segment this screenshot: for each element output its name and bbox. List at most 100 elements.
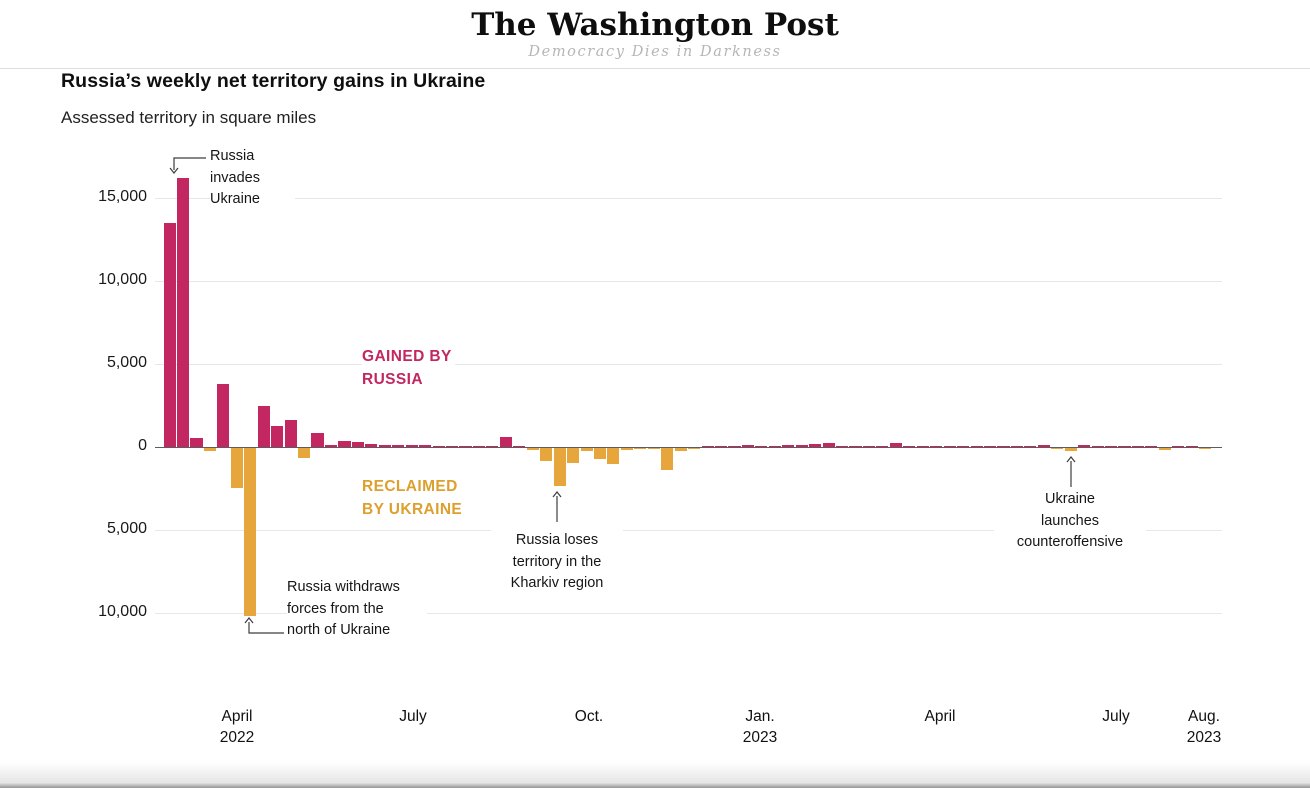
bar-gained-by-russia	[983, 446, 997, 447]
x-axis-tick-label: July	[399, 708, 427, 725]
bar-reclaimed-by-ukraine	[661, 448, 674, 470]
x-axis-tick-label: Oct.	[574, 708, 604, 725]
bar-gained-by-russia	[795, 445, 808, 447]
bar-gained-by-russia	[472, 446, 485, 447]
bar-gained-by-russia	[190, 437, 203, 447]
bar-gained-by-russia	[365, 443, 378, 447]
bar-reclaimed-by-ukraine	[674, 448, 687, 451]
bar-gained-by-russia	[849, 446, 862, 447]
bar-gained-by-russia	[445, 445, 459, 447]
bar-gained-by-russia	[714, 446, 728, 447]
bar-gained-by-russia	[217, 383, 230, 447]
bar-gained-by-russia	[378, 445, 391, 447]
gridline	[155, 364, 1222, 365]
bar-gained-by-russia	[728, 445, 741, 447]
annotation-line	[173, 157, 206, 170]
gridline	[155, 281, 1222, 282]
bar-gained-by-russia	[997, 446, 1010, 447]
masthead-tagline: Democracy Dies in Darkness	[528, 44, 782, 60]
bar-reclaimed-by-ukraine	[553, 448, 566, 487]
bar-reclaimed-by-ukraine	[647, 448, 660, 450]
bar-reclaimed-by-ukraine	[620, 448, 633, 450]
bar-reclaimed-by-ukraine	[1199, 448, 1212, 449]
bar-reclaimed-by-ukraine	[580, 448, 593, 451]
y-axis-tick-label: 10,000	[98, 603, 147, 620]
bar-reclaimed-by-ukraine	[540, 448, 553, 462]
gridline	[155, 198, 1222, 199]
bar-reclaimed-by-ukraine	[1051, 448, 1064, 449]
x-axis-tick-label: Aug. 2023	[1186, 708, 1222, 746]
bar-gained-by-russia	[836, 445, 849, 447]
annotation-withdraw: Russia withdraws forces from the north o…	[287, 577, 427, 642]
bar-gained-by-russia	[1037, 445, 1050, 447]
gridline	[155, 530, 1222, 531]
bar-gained-by-russia	[1185, 446, 1198, 447]
legend-gained-by-russia: GAINED BY RUSSIA	[362, 345, 455, 391]
bar-reclaimed-by-ukraine	[230, 448, 243, 488]
bar-reclaimed-by-ukraine	[634, 448, 647, 449]
bar-gained-by-russia	[741, 444, 755, 447]
x-axis-tick-label: Jan. 2023	[742, 708, 778, 746]
y-axis-tick-label: 10,000	[98, 271, 147, 288]
bar-gained-by-russia	[324, 445, 338, 447]
bar-reclaimed-by-ukraine	[244, 448, 257, 616]
bar-gained-by-russia	[486, 446, 499, 447]
bar-reclaimed-by-ukraine	[526, 448, 539, 450]
bar-gained-by-russia	[257, 406, 270, 447]
bar-gained-by-russia	[163, 222, 176, 447]
bar-gained-by-russia	[311, 432, 324, 447]
bar-reclaimed-by-ukraine	[203, 448, 216, 451]
x-axis-tick-label: July	[1102, 708, 1130, 725]
annotation-kharkiv: Russia loses territory in the Kharkiv re…	[491, 530, 623, 595]
masthead: The Washington Post Democracy Dies in Da…	[0, 9, 1310, 60]
bar-gained-by-russia	[392, 444, 405, 447]
bar-gained-by-russia	[930, 446, 943, 447]
bar-gained-by-russia	[1078, 445, 1091, 447]
arrow-icon	[169, 167, 179, 174]
arrow-icon	[552, 491, 562, 498]
bar-gained-by-russia	[1091, 446, 1104, 447]
bar-gained-by-russia	[284, 420, 297, 447]
bar-reclaimed-by-ukraine	[567, 448, 580, 463]
annotation-line	[248, 622, 284, 634]
bar-gained-by-russia	[782, 445, 795, 447]
legend-reclaimed-by-ukraine: RECLAIMED BY UKRAINE	[362, 475, 466, 521]
bar-gained-by-russia	[459, 446, 472, 447]
bar-gained-by-russia	[957, 446, 970, 447]
bar-reclaimed-by-ukraine	[593, 448, 607, 459]
bar-gained-by-russia	[176, 178, 190, 447]
bar-gained-by-russia	[876, 445, 889, 447]
bar-gained-by-russia	[499, 437, 512, 447]
bar-gained-by-russia	[405, 445, 418, 447]
chart-title: Russia’s weekly net territory gains in U…	[61, 70, 486, 92]
y-axis-tick-label: 15,000	[98, 188, 147, 205]
bar-gained-by-russia	[351, 442, 364, 447]
chart-subtitle: Assessed territory in square miles	[61, 108, 317, 127]
arrow-icon	[244, 617, 254, 624]
bar-gained-by-russia	[338, 441, 351, 447]
bar-gained-by-russia	[768, 445, 781, 447]
x-axis-tick-label: April	[924, 708, 956, 725]
bar-gained-by-russia	[419, 445, 432, 447]
masthead-logo: The Washington Post	[471, 7, 839, 43]
bar-gained-by-russia	[1010, 446, 1023, 447]
bar-gained-by-russia	[916, 446, 929, 447]
bar-gained-by-russia	[1131, 446, 1145, 447]
bar-gained-by-russia	[822, 442, 835, 448]
bar-gained-by-russia	[943, 446, 956, 447]
bar-gained-by-russia	[1118, 446, 1131, 447]
bar-gained-by-russia	[755, 446, 768, 447]
bar-gained-by-russia	[809, 444, 822, 447]
bar-gained-by-russia	[1172, 446, 1185, 447]
bar-reclaimed-by-ukraine	[607, 448, 620, 464]
header-divider	[0, 68, 1310, 69]
bar-reclaimed-by-ukraine	[688, 448, 701, 449]
bar-gained-by-russia	[889, 442, 902, 448]
y-axis-tick-label: 5,000	[106, 354, 147, 371]
bar-gained-by-russia	[513, 446, 526, 447]
x-axis-line	[155, 447, 1222, 448]
x-axis-tick-label: April 2022	[219, 708, 255, 746]
bar-gained-by-russia	[1145, 446, 1158, 447]
